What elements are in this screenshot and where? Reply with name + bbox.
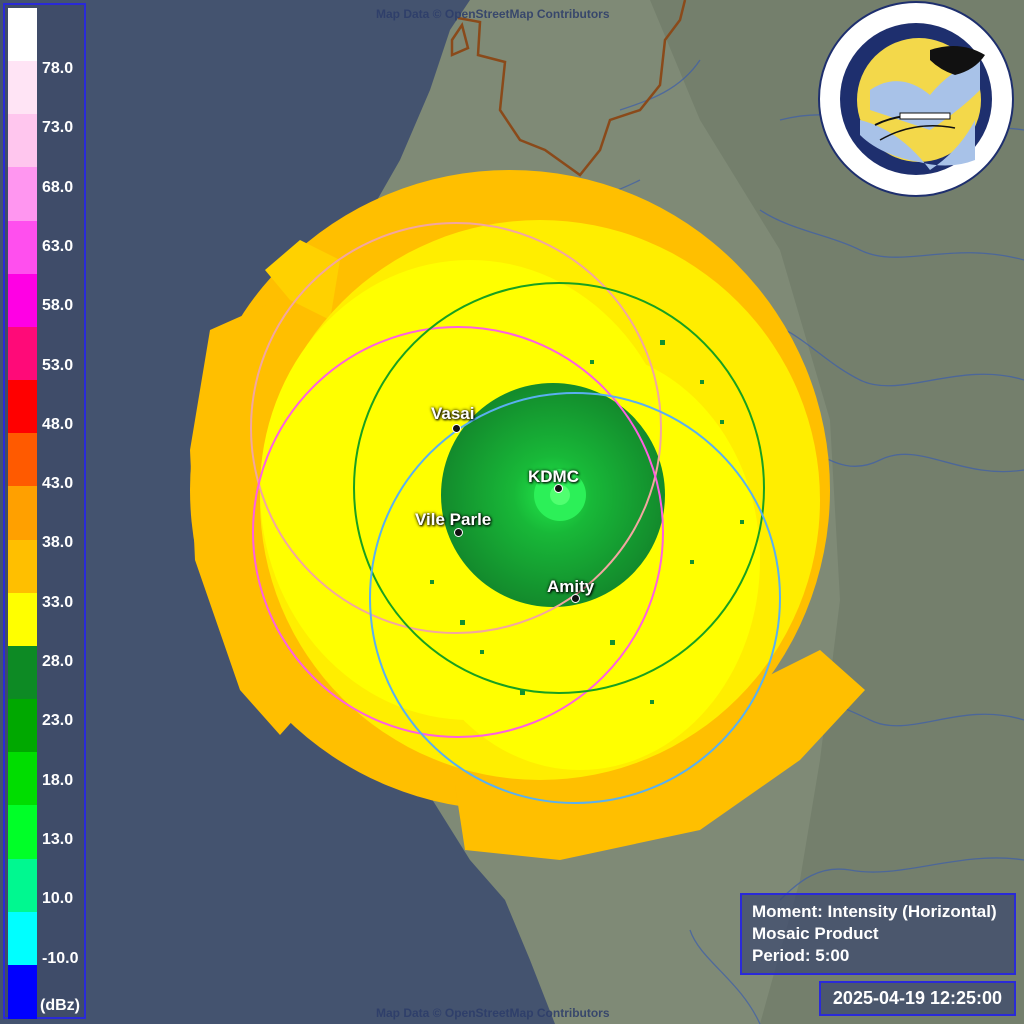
legend-swatch xyxy=(8,858,37,913)
legend-unit-label: (dBz) xyxy=(40,997,80,1014)
color-scale-legend: 78.0 73.0 68.0 63.0 58.0 53.0 48.0 43.0 38.0 33.0… xyxy=(3,3,86,1019)
legend-swatch xyxy=(8,61,37,116)
legend-swatch xyxy=(8,752,37,807)
legend-swatch xyxy=(8,964,37,1019)
legend-tick-label: 10.0 xyxy=(42,890,74,908)
legend-tick-label: 28.0 xyxy=(42,653,74,670)
legend-tick-label: 53.0 xyxy=(42,356,74,374)
legend-tick-label: 73.0 xyxy=(42,119,74,137)
legend-tick-label: -10.0 xyxy=(42,949,79,967)
moment-label: Moment: Intensity (Horizontal) xyxy=(752,902,997,921)
legend-tick-label: 58.0 xyxy=(42,297,74,315)
range-ring-vile-parle xyxy=(252,326,664,738)
legend-swatch xyxy=(8,805,37,860)
legend-swatch xyxy=(8,220,37,275)
legend-swatch xyxy=(8,273,37,328)
land-relief xyxy=(650,0,1024,1024)
legend-tick-label: 33.0 xyxy=(42,593,74,611)
legend-swatch xyxy=(8,699,37,754)
legend-swatch xyxy=(8,433,37,488)
legend-swatch xyxy=(8,114,37,169)
legend-tick-label: 68.0 xyxy=(42,178,74,196)
period-label: Period: 5:00 xyxy=(752,946,850,965)
legend-swatch xyxy=(8,539,37,594)
iitm-logo xyxy=(818,1,1014,197)
site-marker-vasai[interactable] xyxy=(452,424,461,433)
site-marker-kdmc[interactable] xyxy=(554,484,563,493)
legend-tick-label: 13.0 xyxy=(42,830,74,848)
product-info-box: Moment: Intensity (Horizontal) Mosaic Pr… xyxy=(740,893,1016,975)
legend-tick-label: 63.0 xyxy=(42,237,74,255)
range-ring-amity xyxy=(369,392,781,804)
legend-tick-label: 43.0 xyxy=(42,475,74,493)
map-attribution-bottom: Map Data © OpenStreetMap Contributors xyxy=(376,1006,610,1020)
district-boundary xyxy=(457,0,687,177)
legend-tick-label: 78.0 xyxy=(42,60,74,77)
site-label-kdmc: KDMC xyxy=(528,467,579,486)
legend-swatch xyxy=(8,167,37,222)
site-label-vile-parle: Vile Parle xyxy=(415,510,492,529)
legend-swatch xyxy=(8,911,37,966)
timestamp-box: 2025-04-19 12:25:00 xyxy=(819,981,1016,1016)
legend-swatch xyxy=(8,8,37,63)
legend-swatch xyxy=(8,326,37,382)
legend-swatch xyxy=(8,486,37,541)
legend-tick-label: 18.0 xyxy=(42,771,74,789)
legend-swatch xyxy=(8,380,37,435)
legend-tick-label: 23.0 xyxy=(42,712,74,730)
range-ring-vasai xyxy=(250,222,662,634)
legend-tick-label: 38.0 xyxy=(42,534,74,552)
legend-swatch xyxy=(8,645,37,701)
site-marker-vile-parle[interactable] xyxy=(454,528,463,537)
product-label: Mosaic Product xyxy=(752,924,879,943)
site-label-vasai: Vasai xyxy=(431,404,475,423)
range-ring-kdmc xyxy=(353,282,765,694)
legend-swatch xyxy=(8,592,37,647)
site-marker-amity[interactable] xyxy=(571,594,580,603)
legend-tick-label: 48.0 xyxy=(42,415,74,433)
map-attribution-top: Map Data © OpenStreetMap Contributors xyxy=(376,7,610,21)
site-label-amity: Amity xyxy=(547,577,595,596)
